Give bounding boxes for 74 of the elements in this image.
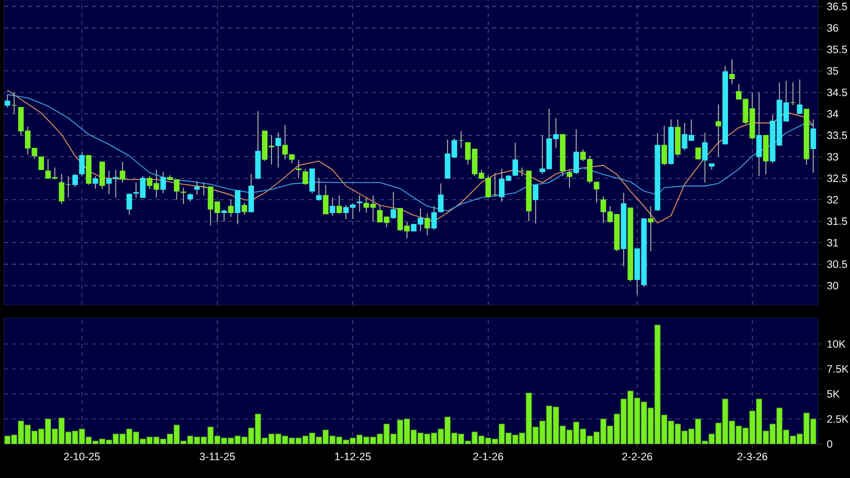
candlestick [106,170,112,195]
candlestick [316,178,322,202]
y-tick-label: 32.5 [827,174,848,182]
candlestick [790,82,796,106]
y-tick-label: 34.5 [827,88,848,96]
y-tick-label: 2.5K [827,415,849,423]
candlestick [201,182,207,196]
candlestick [302,168,308,186]
candlestick [336,194,342,214]
candlestick [282,124,288,160]
y-tick-label: 35 [827,67,838,75]
y-tick-label: 33.5 [827,132,848,140]
y-tick-label: 10K [828,340,846,348]
candlestick [99,161,105,190]
candlestick [221,209,227,222]
candlestick [756,92,762,177]
candlestick [594,182,600,204]
y-tick-label: 35.5 [827,46,848,54]
candlestick [38,156,44,170]
candlestick [4,94,10,108]
candlestick [126,192,132,216]
candlestick [92,176,98,190]
candlestick [458,130,464,149]
y-tick-label: 33 [827,153,838,161]
x-tick-label: 1-12-25 [335,452,371,460]
candlestick [796,78,802,114]
candlestick [438,182,444,214]
candlestick [309,168,315,194]
candlestick [573,128,580,174]
y-tick-label: 32 [827,196,838,204]
candlestick [566,169,572,188]
x-tick-label: 2-1-26 [473,452,504,460]
y-tick-label: 36.5 [827,2,848,10]
candlestick [228,199,234,218]
x-tick-label: 3-11-25 [200,452,235,460]
x-tick-label: 2-10-25 [64,452,100,460]
candlestick [356,194,362,212]
candlestick [180,187,186,205]
candlestick [662,125,668,166]
candlestick [120,161,126,184]
y-tick-label: 0 [827,440,832,448]
candlestick [695,147,701,160]
candlestick [296,159,302,179]
candlestick [112,169,119,198]
candlestick [729,58,735,85]
y-tick-label: 31 [827,238,838,246]
candlestick [234,190,240,225]
candlestick [431,206,437,230]
candlestick [160,171,166,194]
candlestick [79,152,85,177]
y-tick-label: 36 [827,24,838,32]
y-tick-label: 31.5 [827,217,848,225]
candlestick [532,184,538,224]
candlestick [716,104,722,158]
candlestick [72,173,78,188]
candlestick [424,212,430,236]
x-tick-label: 2-3-26 [737,452,768,460]
candlestick [390,192,396,220]
candlestick [194,180,200,196]
candlestick [242,202,248,216]
candlestick [322,184,328,214]
x-tick-label: 2-2-26 [622,452,652,460]
candlestick [810,118,816,174]
y-tick-label: 30 [827,282,838,290]
candlestick [11,92,17,114]
y-tick-label: 5K [827,390,840,398]
candlestick [512,142,518,177]
y-tick-label: 34 [827,110,838,118]
candlestick [702,132,708,184]
candlestick [276,132,282,168]
candlestick [330,197,336,216]
candlestick [648,206,654,252]
y-tick-label: 7.5K [827,365,849,373]
y-tick-label: 30.5 [827,260,848,268]
